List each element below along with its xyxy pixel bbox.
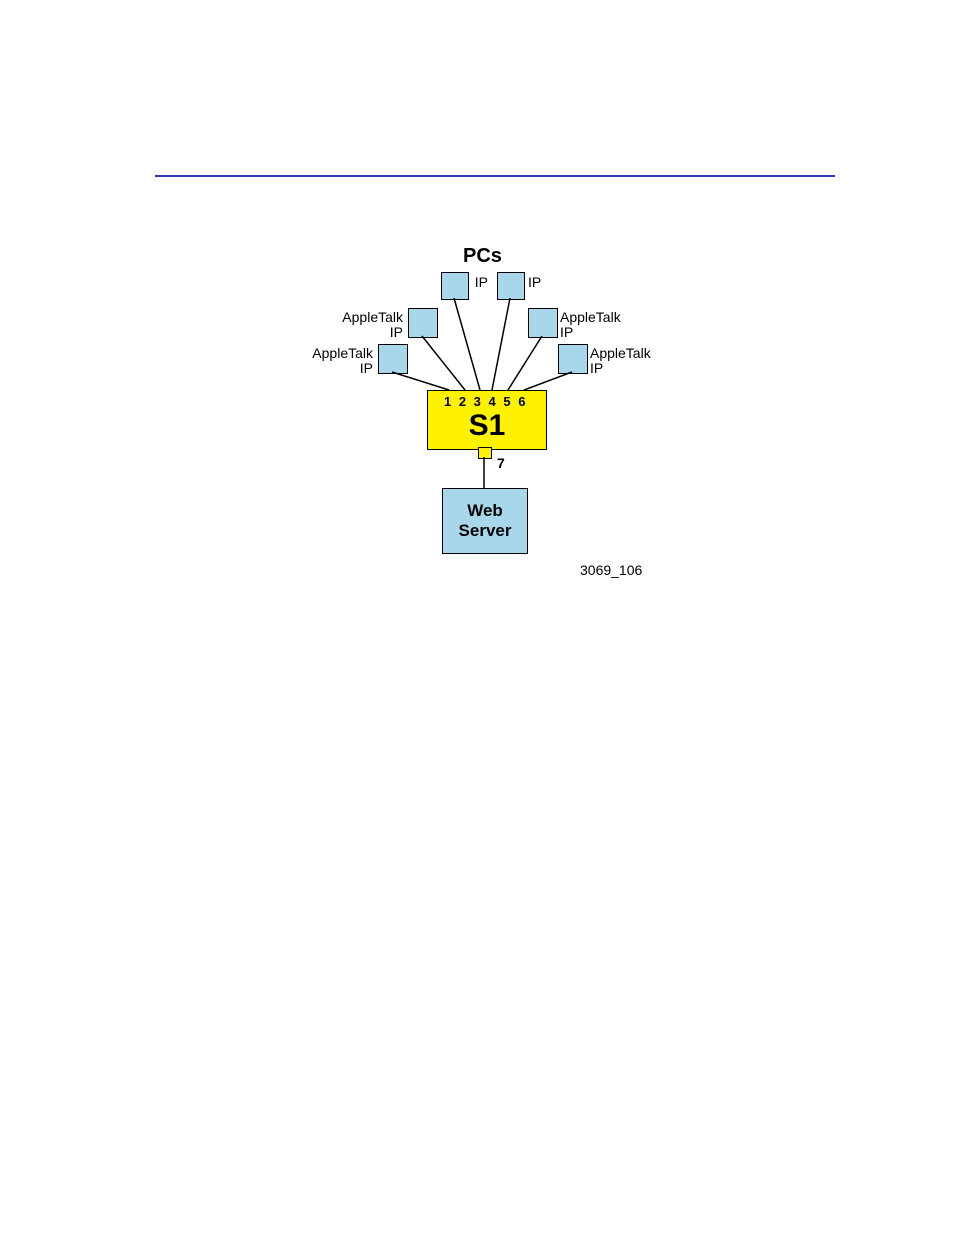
switch-ports-label: 1 2 3 4 5 6 — [444, 394, 527, 409]
pc-label-6: AppleTalkIP — [590, 346, 651, 376]
web-server-label: WebServer — [459, 501, 512, 541]
figure-reference: 3069_106 — [580, 562, 642, 578]
pc-label-4: IP — [528, 275, 541, 290]
pc-label-1: AppleTalkIP — [303, 346, 373, 376]
pc-node-6 — [558, 344, 588, 374]
switch-port7-stub — [478, 447, 492, 459]
connection-wires — [0, 0, 954, 1235]
header-rule — [155, 175, 835, 177]
pc-label-3: IP — [418, 275, 488, 290]
pcs-title: PCs — [463, 245, 502, 268]
pc-node-5 — [528, 308, 558, 338]
pc-node-4 — [497, 272, 525, 300]
pc-node-2 — [408, 308, 438, 338]
switch-name: S1 — [428, 409, 546, 443]
pc-label-2: AppleTalkIP — [333, 310, 403, 340]
web-server-node: WebServer — [442, 488, 528, 554]
switch-port7-label: 7 — [497, 455, 505, 471]
pc-label-5: AppleTalkIP — [560, 310, 621, 340]
pc-node-1 — [378, 344, 408, 374]
network-diagram: PCs AppleTalkIP AppleTalkIP IP IP AppleT… — [0, 0, 954, 1235]
